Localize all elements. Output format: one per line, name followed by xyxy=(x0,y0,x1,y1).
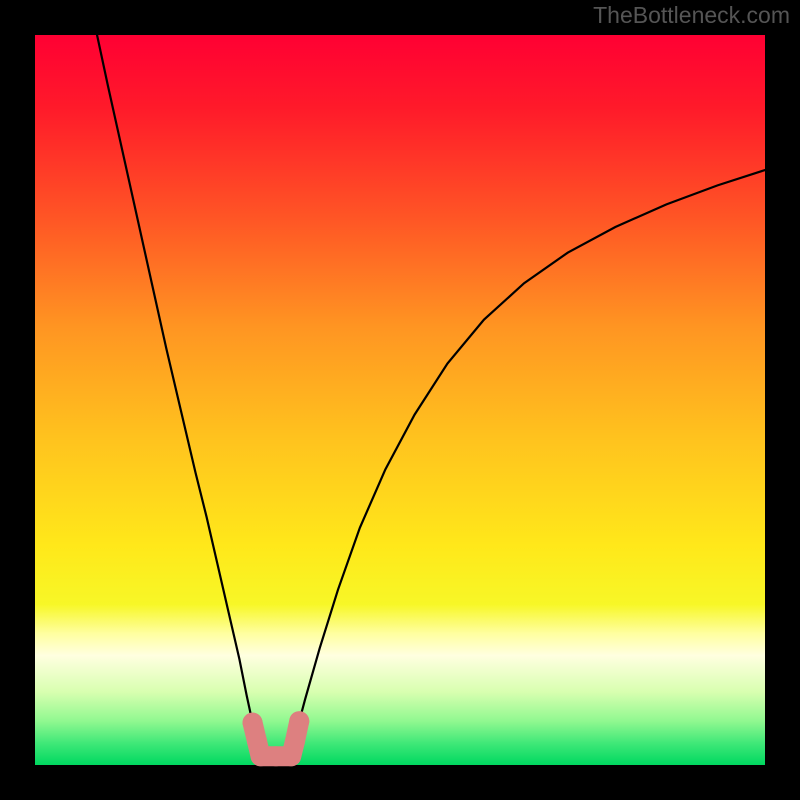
plot-background xyxy=(35,35,765,765)
chart-stage: TheBottleneck.com xyxy=(0,0,800,800)
marker-dot xyxy=(285,732,305,752)
marker-dot xyxy=(289,711,309,731)
watermark-text: TheBottleneck.com xyxy=(593,2,790,29)
marker-dot xyxy=(243,713,263,733)
bottleneck-chart xyxy=(0,0,800,800)
